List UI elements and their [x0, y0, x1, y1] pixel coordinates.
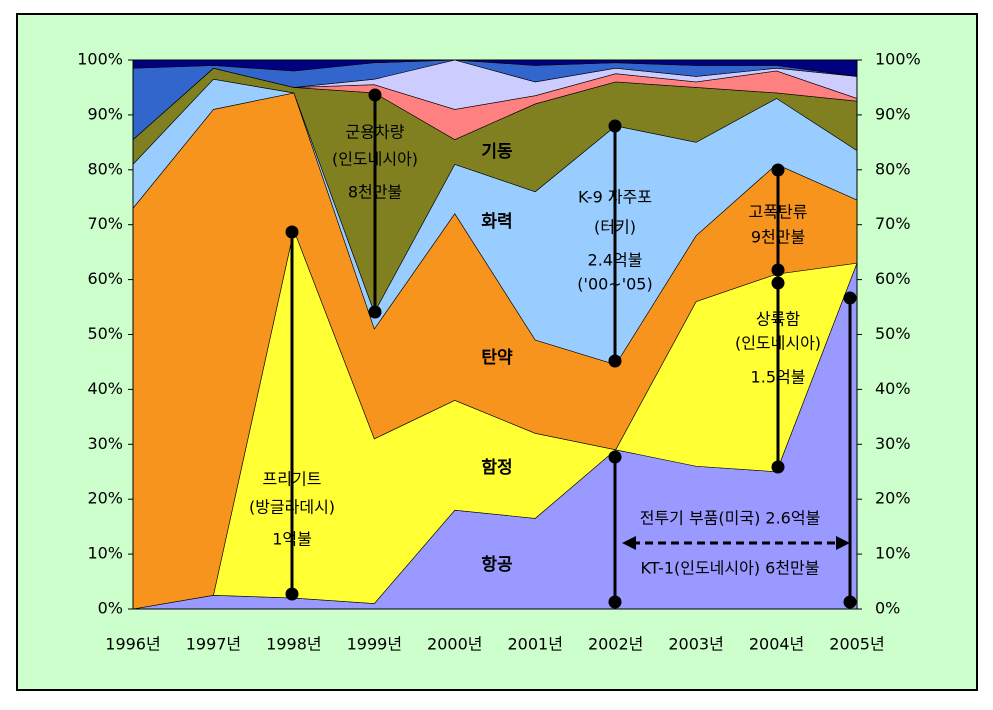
- annotation: 전투기 부품(미국) 2.6억불: [640, 509, 821, 528]
- x-tick-label: 1998년: [266, 635, 321, 654]
- y2-tick-label: 60%: [875, 269, 911, 288]
- annotation: (인도네시아): [332, 150, 418, 169]
- x-tick-label: 1997년: [186, 635, 241, 654]
- y2-tick-label: 40%: [875, 379, 911, 398]
- series-label: 화력: [481, 212, 512, 232]
- annotation: 2.4억불: [588, 251, 643, 270]
- y-tick-label: 50%: [87, 324, 123, 343]
- series-label: 탄약: [481, 347, 513, 368]
- x-tick-label: 1999년: [347, 635, 402, 654]
- series-label: 함정: [481, 457, 512, 478]
- y-tick-label: 80%: [87, 159, 123, 178]
- x-tick-label: 2001년: [507, 635, 562, 654]
- x-tick-label: 2003년: [668, 635, 723, 654]
- y-tick-label: 70%: [87, 214, 123, 233]
- x-tick-label: 2004년: [749, 635, 804, 654]
- annotation-lines: [285, 88, 857, 609]
- y2-tick-label: 100%: [875, 50, 921, 69]
- y-tick-label: 10%: [87, 544, 123, 563]
- annotation: 군용차량: [346, 123, 405, 142]
- annotation: (방글라데시): [249, 498, 335, 517]
- annotation: 8천만불: [348, 183, 402, 202]
- y2-tick-label: 20%: [875, 489, 911, 508]
- series-label: 항공: [481, 554, 513, 575]
- y2-tick-label: 10%: [875, 544, 911, 563]
- y-tick-label: 20%: [87, 489, 123, 508]
- y-tick-label: 30%: [87, 434, 123, 453]
- x-tick-label: 2005년: [829, 635, 884, 654]
- x-tick-label: 1996년: [105, 635, 160, 654]
- x-tick-label: 2002년: [588, 635, 643, 654]
- y-tick-label: 90%: [87, 104, 123, 123]
- y-tick-label: 0%: [98, 599, 123, 618]
- y-tick-label: 40%: [87, 379, 123, 398]
- annotation: (인도네시아): [735, 334, 821, 353]
- x-tick-label: 2000년: [427, 635, 482, 654]
- annotation: 1억불: [272, 530, 312, 549]
- y2-tick-label: 70%: [875, 214, 911, 233]
- annotation: 고폭탄류: [749, 203, 808, 222]
- annotation: KT-1(인도네시아) 6천만불: [640, 559, 819, 578]
- annotation: 프리기트: [263, 470, 322, 489]
- annotation: 9천만불: [751, 228, 805, 247]
- y2-tick-label: 0%: [875, 599, 900, 618]
- annotation: (터키): [594, 218, 636, 237]
- y2-tick-label: 90%: [875, 104, 911, 123]
- y2-tick-label: 80%: [875, 159, 911, 178]
- annotation: 상륙함: [756, 310, 800, 329]
- annotation: ('00~'05): [577, 275, 652, 294]
- y-tick-label: 100%: [77, 50, 123, 69]
- series-label: 기동: [481, 142, 513, 162]
- annotation: K-9 자주포: [578, 188, 652, 207]
- annotation: 1.5억불: [751, 368, 806, 387]
- y2-tick-label: 30%: [875, 434, 911, 453]
- y2-tick-label: 50%: [875, 324, 911, 343]
- y-tick-label: 60%: [87, 269, 123, 288]
